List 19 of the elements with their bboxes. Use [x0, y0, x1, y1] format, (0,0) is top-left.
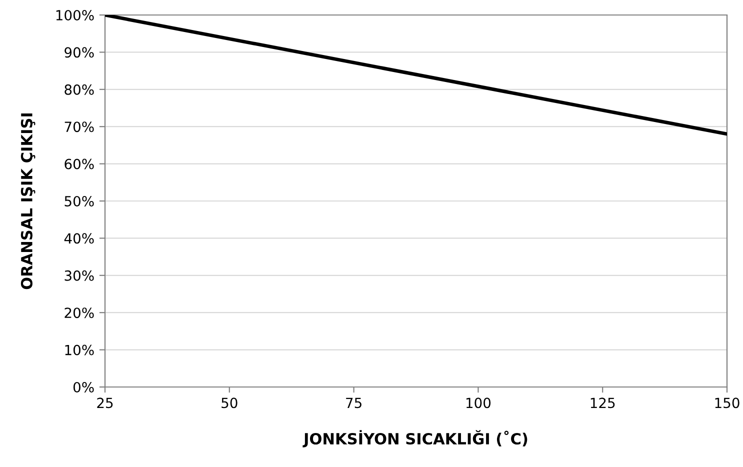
y-tick-label: 0%: [73, 382, 94, 392]
y-tick-label: 80%: [64, 84, 94, 95]
y-tick-label: 10%: [65, 344, 94, 356]
y-tick-label: 50%: [64, 196, 94, 206]
x-axis-title: JONKSİYON SICAKLIĞI (˚C): [302, 430, 528, 448]
x-tick-label: 25: [97, 398, 113, 408]
y-tick-label: 20%: [64, 308, 94, 318]
x-tick-label: 150: [715, 398, 740, 408]
y-tick-label: 100%: [56, 10, 94, 20]
y-tick-label: 90%: [64, 47, 94, 58]
y-tick-label: 30%: [64, 270, 94, 281]
y-tick-label: 40%: [64, 233, 94, 244]
y-tick-label: 60%: [64, 158, 94, 170]
y-tick-label: 70%: [64, 122, 94, 132]
x-tick-label: 100: [466, 398, 491, 408]
x-tick-label: 75: [346, 398, 362, 408]
x-tick-label: 125: [590, 398, 615, 408]
x-tick-label: 50: [222, 398, 238, 408]
y-axis-title: ORANSAL IŞIK ÇIKIŞI: [20, 113, 36, 290]
